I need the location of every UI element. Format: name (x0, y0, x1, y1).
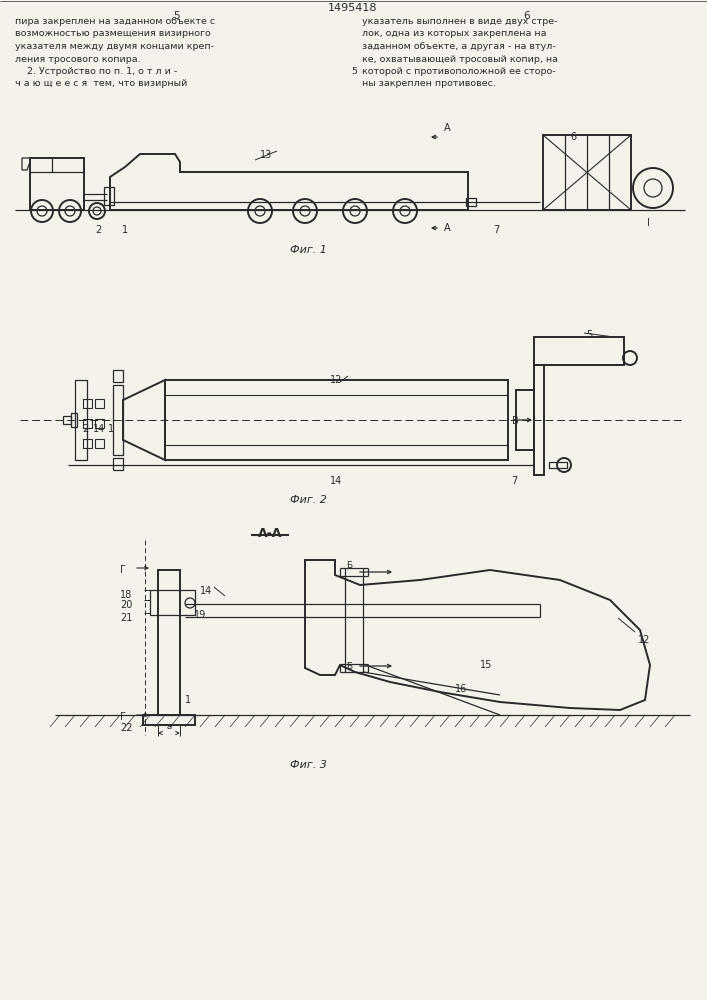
Bar (95, 419, 104, 428)
Text: A: A (444, 123, 450, 133)
Bar (95, 399, 104, 408)
Bar (63, 416, 71, 424)
Text: A: A (444, 223, 450, 233)
Text: 1: 1 (122, 225, 128, 235)
Text: 14: 14 (200, 586, 212, 596)
Text: А-А: А-А (258, 527, 282, 540)
Text: 20: 20 (120, 600, 132, 610)
Text: 6: 6 (524, 11, 530, 21)
Text: указателя между двумя концами креп-: указателя между двумя концами креп- (15, 42, 214, 51)
Bar (150, 590, 195, 615)
Text: лок, одна из которых закреплена на: лок, одна из которых закреплена на (362, 29, 547, 38)
Bar (95, 439, 104, 448)
Bar (104, 187, 114, 205)
Text: 2: 2 (82, 424, 88, 434)
Text: 5: 5 (586, 330, 592, 340)
Bar (549, 462, 567, 468)
Text: Фиг. 1: Фиг. 1 (290, 245, 327, 255)
Bar (113, 385, 123, 455)
Bar (534, 337, 624, 365)
Bar (113, 370, 123, 382)
Text: 12: 12 (330, 375, 342, 385)
Text: 18: 18 (120, 590, 132, 600)
Bar (516, 390, 534, 450)
Bar (83, 399, 92, 408)
Text: 19: 19 (194, 610, 206, 620)
Text: I: I (647, 218, 650, 228)
Bar (543, 135, 631, 210)
Text: ления тросового копира.: ления тросового копира. (15, 54, 141, 64)
Bar (71, 413, 77, 427)
Text: 16: 16 (455, 684, 467, 694)
Text: 15: 15 (480, 660, 492, 670)
Text: 13: 13 (260, 150, 272, 160)
Text: 1: 1 (108, 424, 114, 434)
Text: 14: 14 (93, 424, 105, 434)
Text: пира закреплен на заданном объекте с: пира закреплен на заданном объекте с (15, 17, 215, 26)
Bar (165, 380, 508, 460)
Bar (534, 365, 544, 475)
Text: 6: 6 (570, 132, 576, 142)
Text: 12: 12 (638, 635, 650, 645)
Text: ны закреплен противовес.: ны закреплен противовес. (362, 80, 496, 89)
Text: которой с противоположной ее сторо-: которой с противоположной ее сторо- (362, 67, 556, 76)
Text: 22: 22 (120, 723, 132, 733)
Text: возможностью размещения визирного: возможностью размещения визирного (15, 29, 211, 38)
Text: 2. Устройство по п. 1, о т л и -: 2. Устройство по п. 1, о т л и - (15, 67, 177, 76)
Bar (75, 380, 87, 460)
Text: 1495418: 1495418 (328, 3, 378, 13)
Text: 7: 7 (511, 476, 518, 486)
Text: 14: 14 (330, 476, 342, 486)
Text: Б: Б (346, 561, 352, 570)
Text: 1: 1 (185, 695, 191, 705)
Text: заданном объекте, а другая - на втул-: заданном объекте, а другая - на втул- (362, 42, 556, 51)
Bar (113, 458, 123, 470)
Text: Фиг. 2: Фиг. 2 (290, 495, 327, 505)
Text: указатель выполнен в виде двух стре-: указатель выполнен в виде двух стре- (362, 17, 558, 26)
Text: Фиг. 3: Фиг. 3 (290, 760, 327, 770)
Text: 21: 21 (120, 613, 132, 623)
Bar (83, 419, 92, 428)
Text: 5: 5 (174, 11, 180, 21)
Text: ке, охватывающей тросовый копир, на: ке, охватывающей тросовый копир, на (362, 54, 558, 64)
Text: ч а ю щ е е с я  тем, что визирный: ч а ю щ е е с я тем, что визирный (15, 80, 187, 89)
Bar (143, 715, 195, 725)
Text: 5: 5 (351, 67, 357, 76)
Bar (158, 570, 180, 715)
Text: Б: Б (346, 662, 352, 671)
Text: 2: 2 (95, 225, 101, 235)
Text: a: a (166, 722, 172, 731)
Bar (83, 439, 92, 448)
Text: Г: Г (120, 712, 126, 722)
Text: B: B (512, 416, 519, 426)
Text: Г: Г (120, 565, 126, 575)
Bar (466, 198, 476, 206)
Text: 7: 7 (493, 225, 499, 235)
